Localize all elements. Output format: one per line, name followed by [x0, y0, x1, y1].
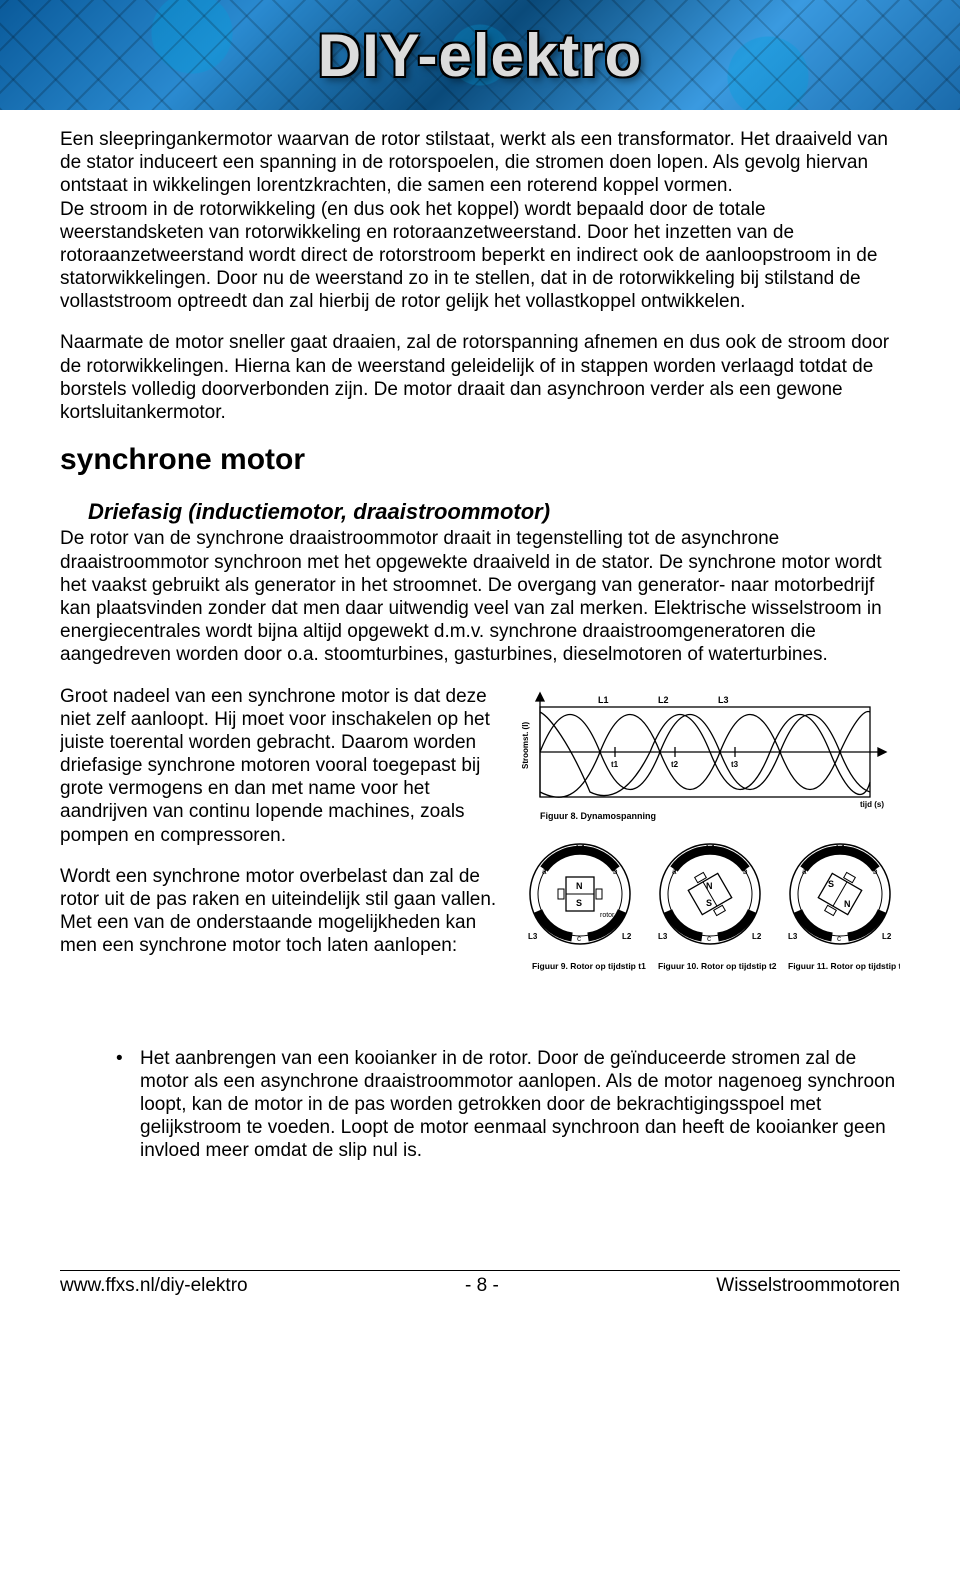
- svg-text:b: b: [743, 867, 748, 876]
- svg-text:N: N: [706, 881, 713, 891]
- list-item: Het aanbrengen van een kooianker in de r…: [140, 1047, 900, 1163]
- svg-text:b: b: [873, 867, 878, 876]
- svg-text:a: a: [802, 867, 807, 876]
- svg-text:a: a: [672, 867, 677, 876]
- svg-text:L3: L3: [788, 932, 798, 941]
- label: t3: [731, 760, 739, 769]
- logo-text: DIY-elektro: [318, 21, 642, 90]
- svg-text:N: N: [576, 881, 583, 891]
- svg-text:b: b: [613, 867, 618, 876]
- figure-caption: Figuur 11. Rotor op tijdstip t3: [788, 961, 900, 971]
- svg-text:L3: L3: [528, 932, 538, 941]
- motor-2: N S L1 L3 L2 a b c: [658, 844, 762, 944]
- svg-text:c: c: [707, 934, 711, 943]
- text: De stroom in de rotorwikkeling (en dus o…: [60, 199, 877, 313]
- svg-text:rotor: rotor: [600, 912, 615, 919]
- figure-caption: Figuur 10. Rotor op tijdstip t2: [658, 961, 777, 971]
- x-axis-label: tijd (s): [860, 800, 884, 809]
- text: Een sleepringankermotor waarvan de rotor…: [60, 129, 888, 196]
- svg-text:c: c: [837, 934, 841, 943]
- svg-text:L1: L1: [836, 844, 846, 853]
- label: t1: [611, 760, 619, 769]
- figure-caption: Figuur 8. Dynamospanning: [540, 811, 656, 821]
- svg-text:L3: L3: [658, 932, 668, 941]
- svg-text:S: S: [576, 898, 582, 908]
- diagram-svg: L1 L2 L3 t1 t2 t3 Stroomst. (I) tijd (s)…: [520, 689, 900, 1019]
- svg-text:L2: L2: [622, 932, 632, 941]
- footer-left: www.ffxs.nl/diy-elektro: [60, 1275, 248, 1297]
- motor-3: S N L1 L3 L2 a b c: [788, 844, 892, 944]
- svg-text:S: S: [828, 879, 834, 889]
- svg-text:a: a: [542, 867, 547, 876]
- footer-page-number: - 8 -: [465, 1275, 499, 1297]
- paragraph: Een sleepringankermotor waarvan de rotor…: [60, 128, 900, 313]
- page-footer: www.ffxs.nl/diy-elektro - 8 - Wisselstro…: [0, 1275, 960, 1317]
- paragraph: De rotor van de synchrone draaistroommot…: [60, 527, 900, 666]
- svg-text:N: N: [844, 899, 851, 909]
- svg-text:L2: L2: [752, 932, 762, 941]
- header-banner: DIY-elektro: [0, 0, 960, 110]
- bullet-list: Het aanbrengen van een kooianker in de r…: [60, 1047, 900, 1163]
- motor-1: N S L1 L3 L2 a b c rotor: [528, 844, 632, 944]
- section-heading: synchrone motor: [60, 442, 900, 479]
- label: t2: [671, 760, 679, 769]
- svg-text:c: c: [577, 934, 581, 943]
- svg-text:L1: L1: [706, 844, 716, 853]
- label: L3: [718, 695, 729, 705]
- footer-right: Wisselstroommotoren: [716, 1275, 900, 1297]
- label: L2: [658, 695, 669, 705]
- paragraph: Naarmate de motor sneller gaat draaien, …: [60, 331, 900, 424]
- text-figure-wrap: L1 L2 L3 t1 t2 t3 Stroomst. (I) tijd (s)…: [60, 685, 900, 1029]
- page-content: Een sleepringankermotor waarvan de rotor…: [0, 110, 960, 1190]
- figure-diagram: L1 L2 L3 t1 t2 t3 Stroomst. (I) tijd (s)…: [520, 689, 900, 1019]
- footer-divider: [60, 1270, 900, 1271]
- svg-text:L2: L2: [882, 932, 892, 941]
- subsection-heading: Driefasig (inductiemotor, draaistroommot…: [88, 499, 900, 526]
- svg-text:S: S: [706, 898, 712, 908]
- svg-text:L1: L1: [576, 844, 586, 853]
- label: L1: [598, 695, 609, 705]
- figure-caption: Figuur 9. Rotor op tijdstip t1: [532, 961, 646, 971]
- y-axis-label: Stroomst. (I): [521, 721, 530, 768]
